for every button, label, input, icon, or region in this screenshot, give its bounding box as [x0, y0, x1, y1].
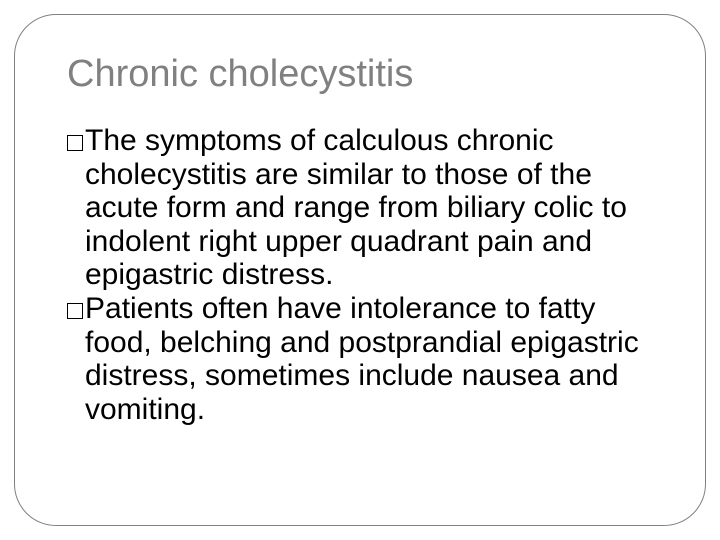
bullet-item: The symptoms of calculous chronic cholec…	[67, 124, 667, 292]
square-bullet-icon	[67, 303, 83, 319]
slide: Chronic cholecystitis The symptoms of ca…	[0, 0, 720, 540]
bullet-item: Patients often have intolerance to fatty…	[67, 292, 667, 426]
slide-title: Chronic cholecystitis	[67, 53, 667, 96]
slide-frame: Chronic cholecystitis The symptoms of ca…	[14, 14, 706, 526]
bullet-text: Patients often have intolerance to fatty…	[85, 292, 639, 426]
bullet-text: The symptoms of calculous chronic cholec…	[85, 124, 627, 291]
square-bullet-icon	[67, 135, 83, 151]
slide-body: The symptoms of calculous chronic cholec…	[67, 124, 667, 426]
